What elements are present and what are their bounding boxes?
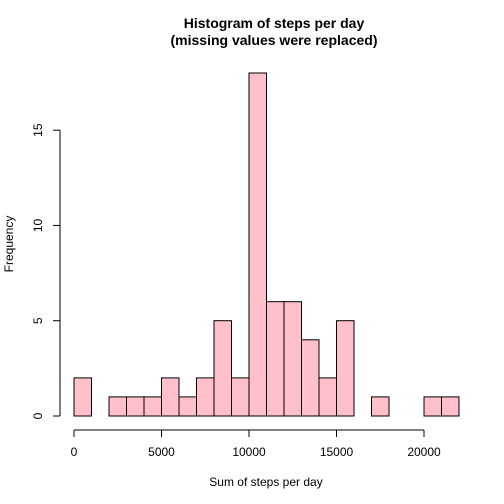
x-axis: 0 5000 10000 15000 20000 <box>71 429 441 459</box>
histogram-bars <box>73 72 460 417</box>
histogram-bar <box>231 377 250 417</box>
x-tick-label: 5000 <box>148 445 175 459</box>
x-tick-label: 20000 <box>407 445 441 459</box>
histogram-bar <box>73 377 92 417</box>
histogram-bar <box>126 396 145 417</box>
y-axis-label: Frequency <box>2 216 16 273</box>
histogram-bar <box>213 320 232 417</box>
y-tick-label: 10 <box>31 218 45 232</box>
histogram-bar <box>441 396 460 417</box>
histogram-bar <box>336 320 355 417</box>
y-tick-label: 0 <box>31 412 45 419</box>
histogram-bar <box>423 396 442 417</box>
histogram-bar <box>108 396 127 417</box>
x-tick-label: 0 <box>71 445 78 459</box>
x-axis-label: Sum of steps per day <box>209 475 322 489</box>
histogram-bar <box>318 377 337 417</box>
x-tick-label: 10000 <box>232 445 266 459</box>
histogram-bar <box>283 301 302 417</box>
histogram-bar <box>178 396 197 417</box>
chart-title-line-2: (missing values were replaced) <box>171 32 378 48</box>
histogram-bar <box>161 377 180 417</box>
histogram-bar <box>266 301 285 417</box>
histogram-bar <box>248 72 267 417</box>
histogram-bar <box>196 377 215 417</box>
y-tick-label: 5 <box>31 317 45 324</box>
histogram-bar <box>371 396 390 417</box>
histogram-bar <box>143 396 162 417</box>
y-tick-label: 15 <box>31 123 45 137</box>
y-axis: 0 5 10 15 <box>31 123 61 419</box>
histogram-bar <box>301 339 320 417</box>
x-tick-label: 15000 <box>320 445 354 459</box>
chart-title-line-1: Histogram of steps per day <box>184 15 365 31</box>
